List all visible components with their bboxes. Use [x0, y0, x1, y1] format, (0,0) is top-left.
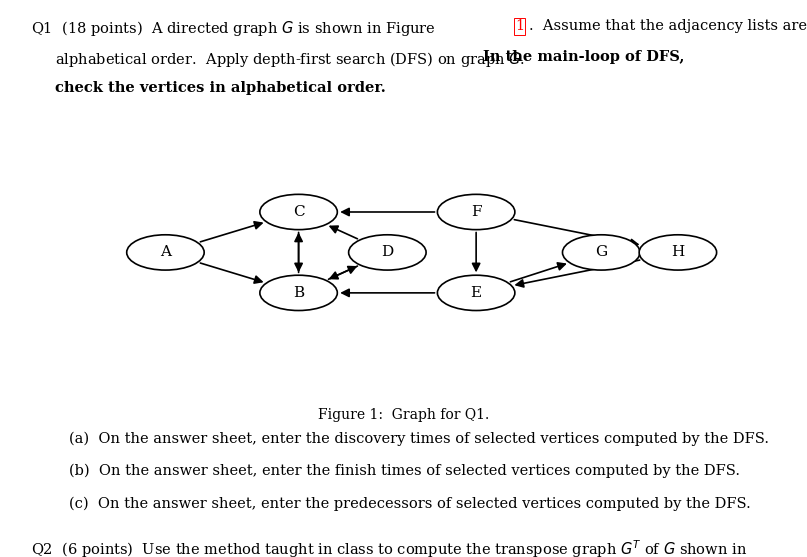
- Text: Q2  (6 points)  Use the method taught in class to compute the transpose graph $G: Q2 (6 points) Use the method taught in c…: [31, 538, 746, 557]
- Text: 1: 1: [515, 19, 524, 33]
- Text: Q1  (18 points)  A directed graph $G$ is shown in Figure: Q1 (18 points) A directed graph $G$ is s…: [31, 19, 436, 38]
- Ellipse shape: [562, 235, 640, 270]
- Text: G: G: [595, 246, 608, 260]
- Text: Figure 1:  Graph for Q1.: Figure 1: Graph for Q1.: [318, 408, 489, 422]
- Text: F: F: [470, 205, 482, 219]
- Text: In the main-loop of DFS,: In the main-loop of DFS,: [483, 50, 684, 64]
- Text: .  Assume that the adjacency lists are in: . Assume that the adjacency lists are in: [529, 19, 807, 33]
- Text: H: H: [671, 246, 684, 260]
- Text: D: D: [381, 246, 394, 260]
- Text: (a)  On the answer sheet, enter the discovery times of selected vertices compute: (a) On the answer sheet, enter the disco…: [69, 432, 768, 446]
- Ellipse shape: [639, 235, 717, 270]
- Ellipse shape: [260, 194, 337, 229]
- Ellipse shape: [260, 275, 337, 310]
- Text: (c)  On the answer sheet, enter the predecessors of selected vertices computed b: (c) On the answer sheet, enter the prede…: [69, 496, 751, 511]
- Text: C: C: [293, 205, 304, 219]
- Ellipse shape: [437, 194, 515, 229]
- Text: A: A: [160, 246, 171, 260]
- Text: E: E: [470, 286, 482, 300]
- Text: check the vertices in alphabetical order.: check the vertices in alphabetical order…: [55, 81, 386, 95]
- Ellipse shape: [437, 275, 515, 310]
- Ellipse shape: [127, 235, 204, 270]
- Text: (b)  On the answer sheet, enter the finish times of selected vertices computed b: (b) On the answer sheet, enter the finis…: [69, 464, 739, 478]
- Ellipse shape: [349, 235, 426, 270]
- Text: alphabetical order.  Apply depth-first search (DFS) on graph $G$.: alphabetical order. Apply depth-first se…: [55, 50, 531, 69]
- Text: B: B: [293, 286, 304, 300]
